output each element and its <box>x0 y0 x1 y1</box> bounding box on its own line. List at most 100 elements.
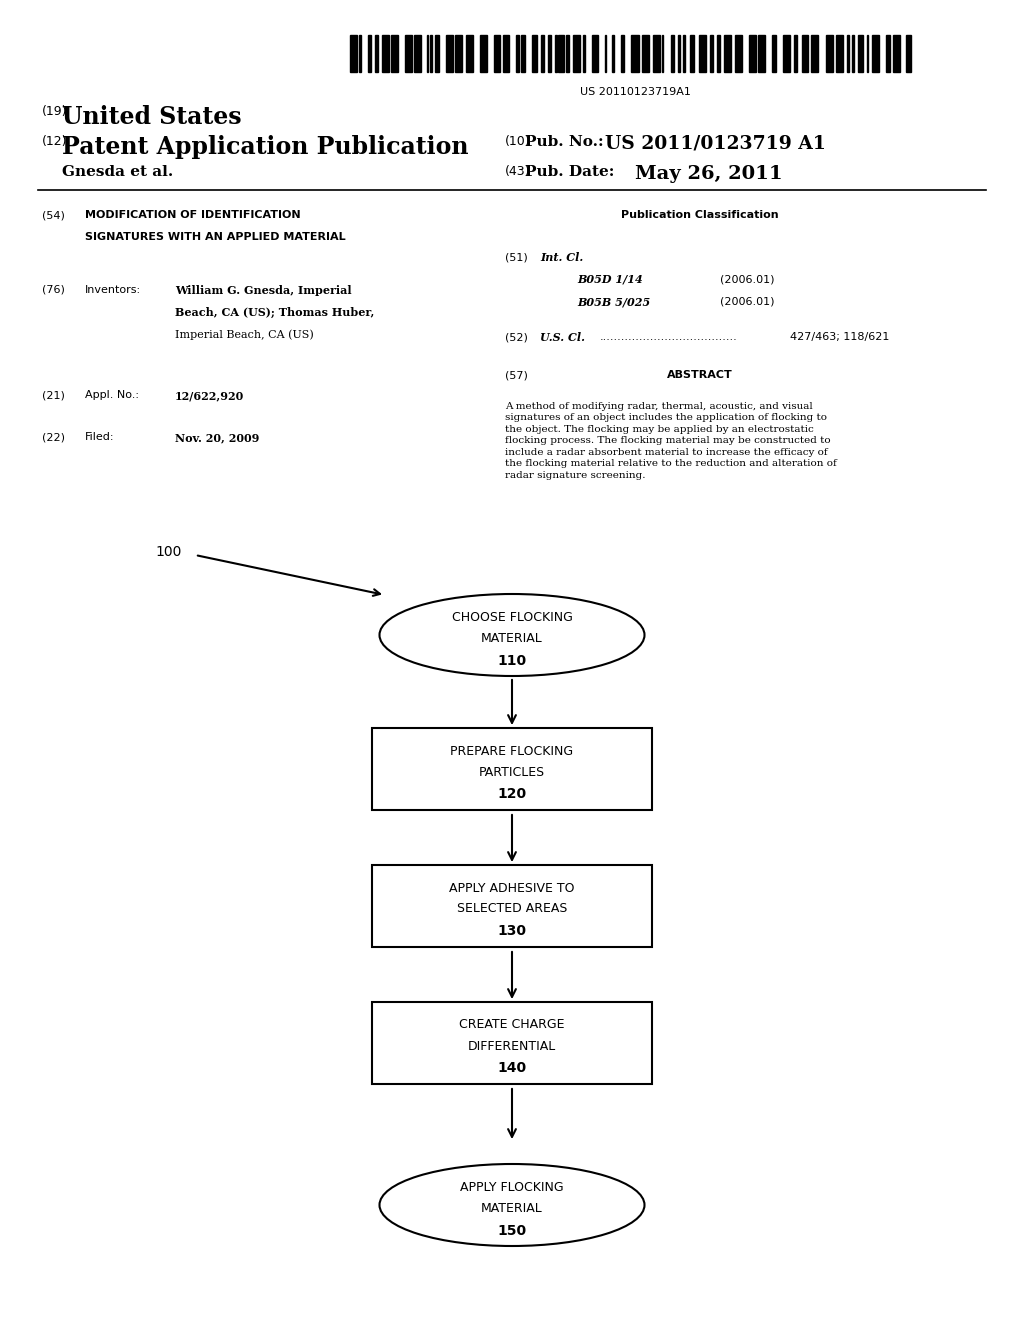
Text: APPLY FLOCKING: APPLY FLOCKING <box>460 1180 564 1193</box>
Bar <box>565 36 569 73</box>
Bar <box>592 36 598 73</box>
Text: Pub. No.:: Pub. No.: <box>525 135 603 149</box>
Text: CHOOSE FLOCKING: CHOOSE FLOCKING <box>452 611 572 623</box>
Text: PARTICLES: PARTICLES <box>479 766 545 779</box>
Text: United States: United States <box>62 106 242 129</box>
Text: 427/463; 118/621: 427/463; 118/621 <box>790 333 890 342</box>
Bar <box>480 36 487 73</box>
Bar <box>446 36 454 73</box>
Bar <box>671 36 674 73</box>
Text: (51): (51) <box>505 252 527 261</box>
Text: Beach, CA (US); Thomas Huber,: Beach, CA (US); Thomas Huber, <box>175 308 375 318</box>
Bar <box>794 36 797 73</box>
Bar <box>548 36 551 73</box>
Bar <box>612 36 613 73</box>
Bar <box>466 36 473 73</box>
Text: (22): (22) <box>42 432 65 442</box>
Bar <box>717 36 721 73</box>
Text: Nov. 20, 2009: Nov. 20, 2009 <box>175 432 259 444</box>
Bar <box>886 36 890 73</box>
Text: (2006.01): (2006.01) <box>720 296 774 306</box>
Bar <box>406 36 413 73</box>
Bar <box>503 36 509 73</box>
Text: (76): (76) <box>42 285 65 294</box>
Bar <box>724 36 731 73</box>
Text: MATERIAL: MATERIAL <box>481 1203 543 1216</box>
Bar <box>572 36 580 73</box>
Bar <box>852 36 854 73</box>
Text: B05B 5/025: B05B 5/025 <box>577 296 650 308</box>
Text: US 2011/0123719 A1: US 2011/0123719 A1 <box>605 135 826 153</box>
Bar <box>710 36 714 73</box>
Text: Pub. Date:: Pub. Date: <box>525 165 614 180</box>
Bar <box>690 36 694 73</box>
Bar <box>632 36 639 73</box>
Text: (2006.01): (2006.01) <box>720 275 774 284</box>
Bar <box>811 36 818 73</box>
Text: ABSTRACT: ABSTRACT <box>667 370 733 380</box>
Text: (43): (43) <box>505 165 530 178</box>
Text: 150: 150 <box>498 1224 526 1238</box>
Text: Inventors:: Inventors: <box>85 285 141 294</box>
Text: APPLY ADHESIVE TO: APPLY ADHESIVE TO <box>450 882 574 895</box>
Bar <box>621 36 625 73</box>
Bar <box>391 36 398 73</box>
Bar <box>642 36 649 73</box>
Text: William G. Gnesda, Imperial: William G. Gnesda, Imperial <box>175 285 351 296</box>
Text: B05D 1/14: B05D 1/14 <box>577 275 643 285</box>
Text: PREPARE FLOCKING: PREPARE FLOCKING <box>451 744 573 758</box>
Bar <box>368 36 372 73</box>
Text: 120: 120 <box>498 787 526 801</box>
Bar <box>893 36 900 73</box>
Text: 110: 110 <box>498 653 526 668</box>
Text: Int. Cl.: Int. Cl. <box>540 252 584 263</box>
Bar <box>541 36 544 73</box>
Bar <box>584 36 585 73</box>
Bar <box>653 36 659 73</box>
Text: (12): (12) <box>42 135 68 148</box>
Bar <box>427 36 428 73</box>
Text: Gnesda et al.: Gnesda et al. <box>62 165 173 180</box>
Bar <box>430 36 432 73</box>
Text: CREATE CHARGE: CREATE CHARGE <box>459 1019 565 1031</box>
Bar <box>350 36 357 73</box>
Bar <box>758 36 765 73</box>
Bar <box>858 36 863 73</box>
Text: SELECTED AREAS: SELECTED AREAS <box>457 903 567 916</box>
Bar <box>847 36 849 73</box>
Bar <box>678 36 680 73</box>
Text: Filed:: Filed: <box>85 432 115 442</box>
Text: (57): (57) <box>505 370 528 380</box>
Text: (19): (19) <box>42 106 68 117</box>
Bar <box>699 36 707 73</box>
Text: Imperial Beach, CA (US): Imperial Beach, CA (US) <box>175 329 313 339</box>
Bar <box>455 36 462 73</box>
Text: MODIFICATION OF IDENTIFICATION: MODIFICATION OF IDENTIFICATION <box>85 210 301 220</box>
Bar <box>555 36 557 73</box>
Bar <box>662 36 664 73</box>
Bar <box>414 36 421 73</box>
Bar <box>749 36 756 73</box>
Bar <box>735 36 741 73</box>
Bar <box>372 1002 652 1084</box>
Bar <box>772 36 776 73</box>
Text: 140: 140 <box>498 1061 526 1074</box>
Text: May 26, 2011: May 26, 2011 <box>635 165 782 183</box>
Bar <box>803 36 808 73</box>
Bar <box>375 36 379 73</box>
Text: US 20110123719A1: US 20110123719A1 <box>580 87 690 96</box>
Text: SIGNATURES WITH AN APPLIED MATERIAL: SIGNATURES WITH AN APPLIED MATERIAL <box>85 232 346 242</box>
Bar <box>683 36 685 73</box>
Bar <box>531 36 537 73</box>
Bar <box>825 36 833 73</box>
Text: (54): (54) <box>42 210 65 220</box>
Bar <box>837 36 844 73</box>
Text: 100: 100 <box>155 545 181 558</box>
Bar <box>605 36 606 73</box>
Bar <box>871 36 879 73</box>
Bar <box>372 865 652 946</box>
Text: 130: 130 <box>498 924 526 939</box>
Text: U.S. Cl.: U.S. Cl. <box>540 333 585 343</box>
Bar <box>358 36 360 73</box>
Bar <box>435 36 439 73</box>
